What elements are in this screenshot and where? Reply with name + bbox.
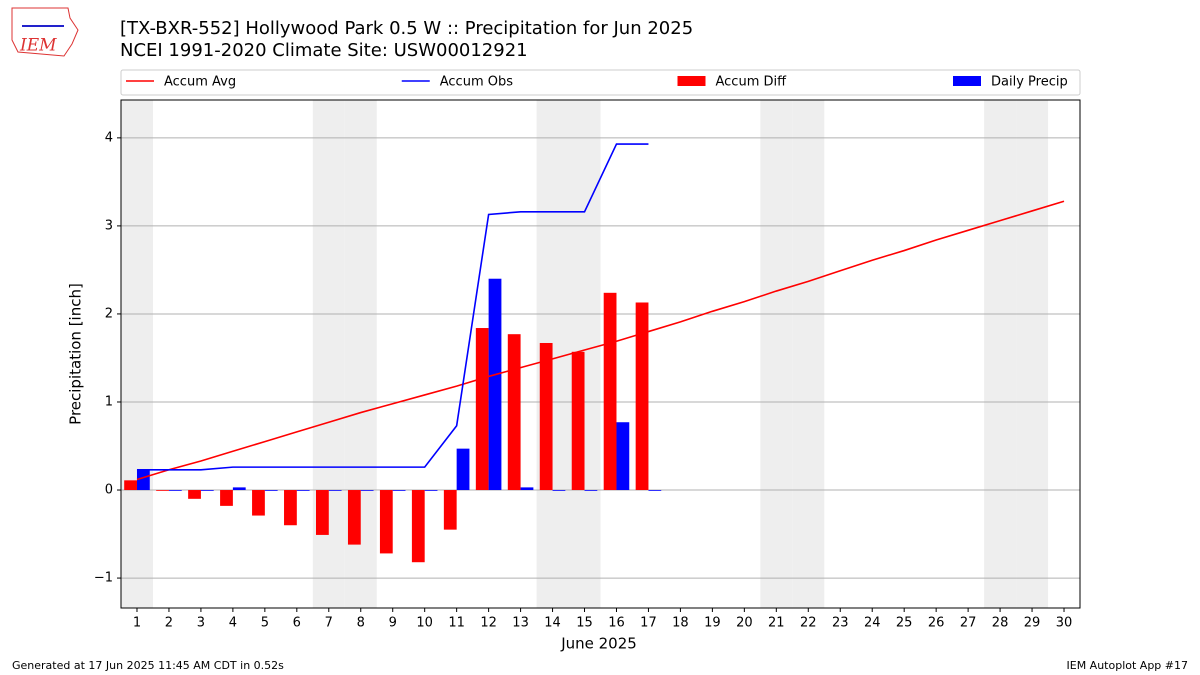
legend-swatch	[953, 76, 981, 86]
weekend-shade	[1016, 100, 1049, 608]
chart-title: [TX-BXR-552] Hollywood Park 0.5 W :: Pre…	[120, 18, 693, 39]
bar	[456, 448, 470, 491]
bar	[156, 490, 169, 491]
bar	[200, 490, 214, 491]
logo: IEM	[11, 7, 79, 57]
x-tick-label: 19	[704, 616, 721, 631]
bar	[603, 292, 617, 491]
x-tick-label: 2	[165, 616, 173, 631]
x-tick-label: 13	[512, 616, 529, 631]
bar	[136, 469, 150, 491]
x-tick-label: 29	[1024, 616, 1041, 631]
footer-right: IEM Autoplot App #17	[1067, 659, 1189, 672]
x-tick-label: 4	[229, 616, 237, 631]
bar	[220, 490, 233, 506]
bar	[392, 490, 406, 491]
line	[136, 200, 1065, 481]
legend-label: Accum Avg	[164, 75, 236, 90]
chart-subtitle: NCEI 1991-2020 Climate Site: USW00012921	[120, 40, 528, 61]
x-tick-label: 9	[389, 616, 397, 631]
bar	[443, 490, 457, 530]
x-tick-label: 14	[544, 616, 561, 631]
x-tick-label: 20	[736, 616, 753, 631]
x-tick-label: 12	[480, 616, 497, 631]
bar	[616, 422, 630, 491]
y-tick-label: −1	[94, 571, 113, 586]
bar	[584, 490, 598, 491]
x-tick-label: 7	[325, 616, 333, 631]
bar	[296, 490, 310, 491]
x-tick-label: 18	[672, 616, 689, 631]
bar	[488, 278, 502, 491]
bar	[520, 487, 534, 491]
bar	[475, 328, 489, 491]
x-tick-label: 3	[197, 616, 205, 631]
bar	[507, 334, 521, 491]
bar	[539, 342, 553, 491]
x-tick-label: 21	[768, 616, 785, 631]
y-tick-label: 4	[105, 130, 113, 145]
logo-text: IEM	[19, 36, 57, 56]
x-tick-label: 16	[608, 616, 625, 631]
y-axis-label: Precipitation [inch]	[67, 283, 85, 425]
y-tick-label: 3	[105, 218, 113, 233]
x-tick-label: 26	[928, 616, 945, 631]
y-tick-label: 0	[105, 483, 113, 498]
weekend-shade	[760, 100, 793, 608]
x-tick-label: 27	[960, 616, 977, 631]
x-tick-label: 24	[864, 616, 881, 631]
legend-label: Accum Obs	[440, 75, 513, 90]
bar	[424, 490, 438, 491]
x-tick-label: 28	[992, 616, 1009, 631]
x-tick-label: 10	[416, 616, 433, 631]
bar	[360, 490, 374, 491]
bar	[379, 490, 393, 554]
bar	[252, 490, 265, 516]
weekend-shade	[792, 100, 825, 608]
bar	[347, 490, 361, 545]
x-tick-label: 17	[640, 616, 657, 631]
y-tick-label: 2	[105, 306, 113, 321]
bar	[328, 490, 342, 491]
line	[136, 143, 649, 471]
legend-swatch	[677, 76, 706, 86]
bar	[284, 490, 297, 526]
x-tick-label: 1	[133, 616, 141, 631]
y-tick-label: 1	[105, 394, 113, 409]
legend-label: Accum Diff	[716, 75, 788, 90]
x-tick-label: 22	[800, 616, 817, 631]
weekend-shade	[121, 100, 153, 608]
bar	[315, 490, 329, 535]
x-tick-label: 8	[357, 616, 365, 631]
bar	[411, 490, 425, 563]
x-tick-label: 11	[448, 616, 465, 631]
x-tick-label: 5	[261, 616, 269, 631]
plot-frame	[120, 99, 1081, 609]
bar	[648, 490, 662, 491]
footer-left: Generated at 17 Jun 2025 11:45 AM CDT in…	[12, 659, 284, 672]
bar	[168, 490, 182, 491]
x-axis-label: June 2025	[560, 635, 637, 653]
legend	[120, 69, 1081, 96]
logo-outline	[11, 7, 79, 57]
x-tick-label: 23	[832, 616, 849, 631]
weekend-shade	[984, 100, 1017, 608]
bar	[188, 490, 201, 499]
bar	[232, 487, 246, 491]
x-tick-label: 15	[576, 616, 593, 631]
bar	[264, 490, 278, 491]
bar	[571, 351, 585, 491]
x-tick-label: 25	[896, 616, 913, 631]
x-tick-label: 30	[1056, 616, 1073, 631]
x-tick-label: 6	[293, 616, 301, 631]
bar	[552, 490, 566, 491]
legend-label: Daily Precip	[991, 75, 1068, 90]
bar	[124, 480, 137, 491]
bar	[635, 302, 649, 491]
